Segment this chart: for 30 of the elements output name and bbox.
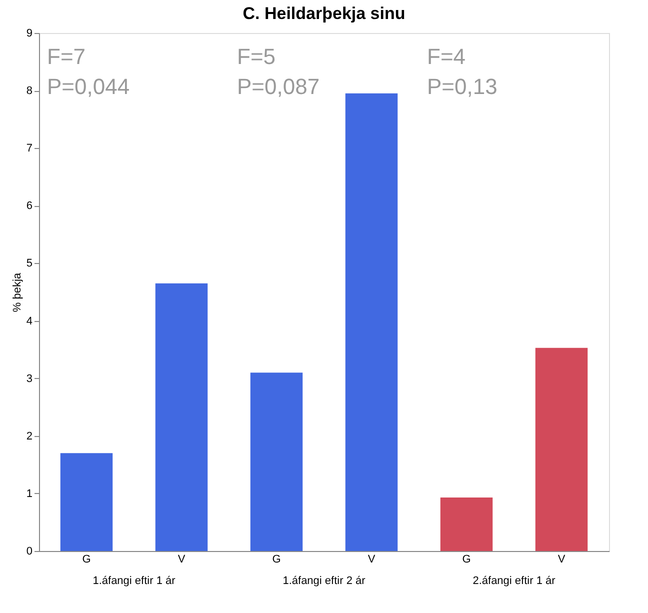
text: 1.áfangi eftir 2 ár xyxy=(282,575,366,587)
x-tick-label: G xyxy=(82,554,91,566)
y-tick-label: 0 xyxy=(26,546,32,558)
text: 1.áfangi eftir 1 ár xyxy=(92,575,176,587)
y-axis-title: % þekja xyxy=(11,272,24,312)
y-tick-label: 7 xyxy=(26,142,32,155)
chart-title: C. Heildarþekja sinu xyxy=(242,4,406,23)
y-tick-label: 3 xyxy=(26,372,32,385)
x-tick-label: V xyxy=(558,554,566,566)
bar xyxy=(60,453,113,551)
x-tick-label: V xyxy=(178,554,186,566)
y-tick-label: 8 xyxy=(26,85,32,98)
y-tick-label: 4 xyxy=(26,315,32,328)
y-tick-label: 6 xyxy=(26,200,32,212)
x-tick-label: G xyxy=(462,554,471,566)
annotation: F=4 P=0,13 xyxy=(427,44,498,99)
x-tick-label: G xyxy=(272,554,281,566)
bar xyxy=(535,348,588,551)
y-tick-label: 1 xyxy=(26,488,32,500)
text: 2.áfangi eftir 1 ár xyxy=(472,575,556,587)
y-tick-label: 2 xyxy=(26,430,32,442)
annotation: F=7 P=0,044 xyxy=(47,44,130,99)
x-tick-label: V xyxy=(368,554,376,566)
bar xyxy=(345,93,398,551)
bar xyxy=(250,372,303,551)
y-tick-label: 9 xyxy=(26,28,32,40)
annotation: F=5 P=0,087 xyxy=(237,44,320,99)
bar xyxy=(440,497,493,551)
y-tick-label: 5 xyxy=(26,258,32,270)
bar xyxy=(155,283,208,551)
